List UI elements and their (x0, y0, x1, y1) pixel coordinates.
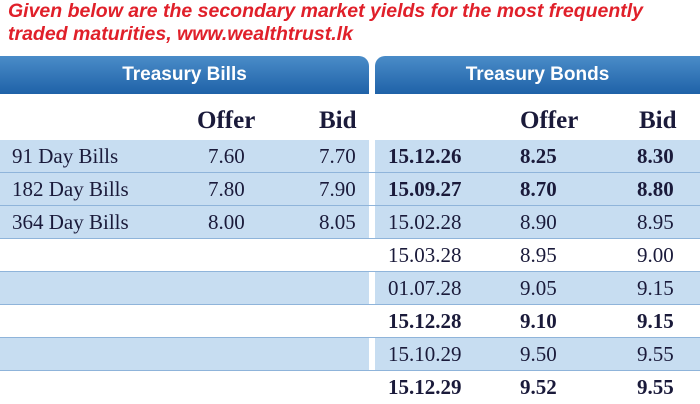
table-row: 364 Day Bills 8.00 8.05 15.02.28 8.90 8.… (0, 206, 700, 239)
bond-offer: 9.52 (520, 375, 557, 399)
table-row: 15.03.28 8.95 9.00 (0, 239, 700, 272)
bond-maturity: 15.03.28 (388, 243, 462, 267)
bill-offer: 7.80 (208, 177, 245, 201)
bond-bid: 9.00 (637, 243, 674, 267)
bill-bid: 7.90 (319, 177, 356, 201)
bill-name: 182 Day Bills (12, 177, 129, 201)
bond-bid: 9.55 (637, 342, 674, 366)
bond-offer: 9.05 (520, 276, 557, 300)
bond-bid: 9.15 (637, 276, 674, 300)
bond-bid: 8.95 (637, 210, 674, 234)
bond-bid: 8.30 (637, 144, 674, 168)
caption: Given below are the secondary market yie… (8, 0, 698, 46)
table-row: 91 Day Bills 7.60 7.70 15.12.26 8.25 8.3… (0, 140, 700, 173)
bond-maturity: 01.07.28 (388, 276, 462, 300)
bond-maturity: 15.12.28 (388, 309, 462, 333)
bond-maturity: 15.09.27 (388, 177, 462, 201)
bond-offer: 8.95 (520, 243, 557, 267)
bond-offer: 8.25 (520, 144, 557, 168)
bills-bid-header: Bid (319, 107, 357, 134)
bill-bid: 8.05 (319, 210, 356, 234)
bill-offer: 8.00 (208, 210, 245, 234)
bonds-offer-header: Offer (520, 107, 579, 134)
table-row: 15.12.28 9.10 9.15 (0, 305, 700, 338)
bond-bid: 9.55 (637, 375, 674, 399)
treasury-bonds-header: Treasury Bonds (375, 56, 700, 94)
table-row: 15.10.29 9.50 9.55 (0, 338, 700, 371)
bond-maturity: 15.12.26 (388, 144, 462, 168)
bill-name: 91 Day Bills (12, 144, 119, 168)
bond-maturity: 15.02.28 (388, 210, 462, 234)
bill-bid: 7.70 (319, 144, 356, 168)
bond-maturity: 15.10.29 (388, 342, 462, 366)
bond-offer: 9.50 (520, 342, 557, 366)
table-row: 01.07.28 9.05 9.15 (0, 272, 700, 305)
caption-line-1: Given below are the secondary market yie… (8, 0, 644, 22)
bill-offer: 7.60 (208, 144, 245, 168)
bond-bid: 8.80 (637, 177, 674, 201)
bond-offer: 9.10 (520, 309, 557, 333)
bond-offer: 8.90 (520, 210, 557, 234)
bonds-bid-header: Bid (639, 107, 677, 134)
bills-offer-header: Offer (197, 107, 256, 134)
table-row: 182 Day Bills 7.80 7.90 15.09.27 8.70 8.… (0, 173, 700, 206)
bill-name: 364 Day Bills (12, 210, 129, 234)
caption-line-2: traded maturities, www.wealthtrust.lk (8, 23, 353, 45)
treasury-bills-header: Treasury Bills (0, 56, 369, 94)
bond-maturity: 15.12.29 (388, 375, 462, 399)
bond-bid: 9.15 (637, 309, 674, 333)
yield-table: 91 Day Bills 7.60 7.70 15.12.26 8.25 8.3… (0, 140, 700, 404)
bond-offer: 8.70 (520, 177, 557, 201)
table-row: 15.12.29 9.52 9.55 (0, 371, 700, 404)
